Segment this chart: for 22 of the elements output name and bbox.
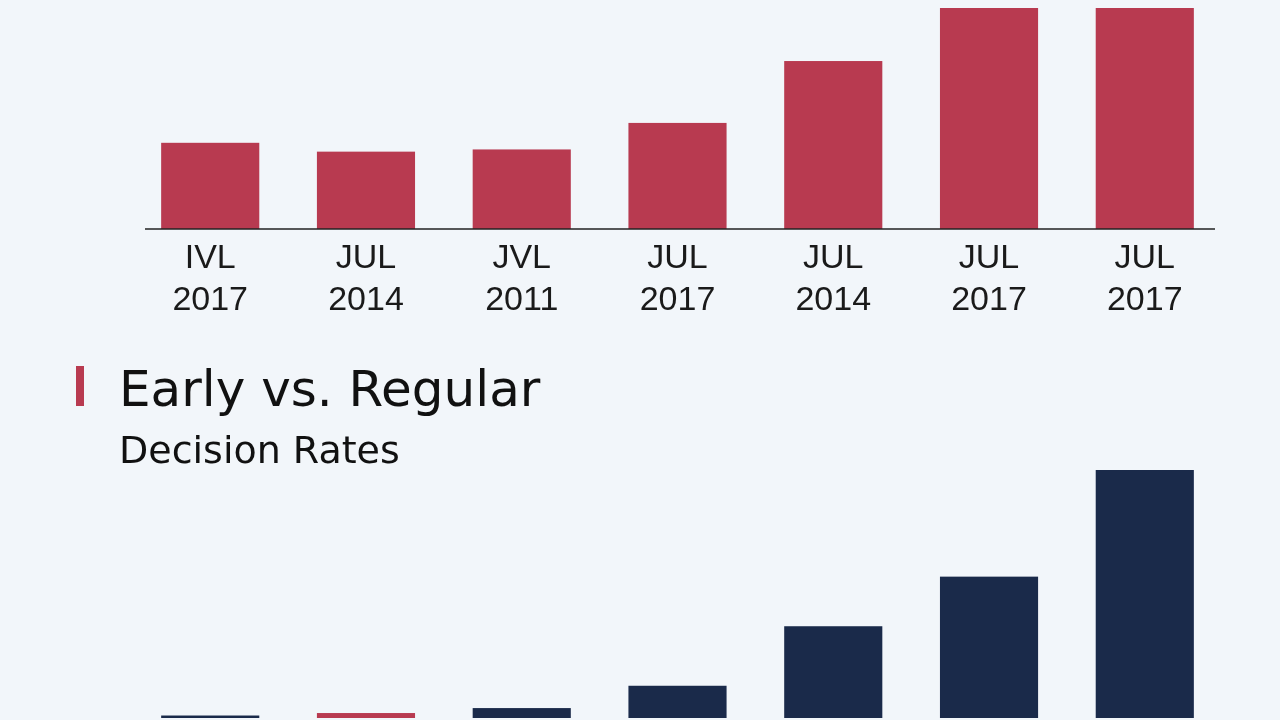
x-tick-label: JUL 2014	[795, 237, 872, 317]
bar	[472, 708, 571, 718]
x-tick-label: JVL 2011	[485, 237, 559, 317]
x-tick-label: JUL 2014	[328, 237, 404, 317]
x-tick-label: JUL 2017	[1106, 237, 1183, 317]
x-tick-label: IVL 2017	[172, 237, 249, 317]
bar	[939, 576, 1039, 718]
bar	[628, 122, 727, 229]
bar	[472, 149, 571, 229]
bar	[784, 61, 883, 229]
chart-title: Early vs. Regular	[119, 360, 541, 418]
bar	[1095, 8, 1194, 229]
x-tick-label: JUL 2017	[639, 237, 716, 317]
bar	[316, 713, 416, 718]
bar	[784, 626, 883, 718]
bar	[316, 151, 416, 229]
bar	[161, 142, 260, 229]
bar	[939, 8, 1039, 229]
bar	[1095, 470, 1194, 718]
chart-subtitle: Decision Rates	[119, 428, 400, 472]
bar	[628, 685, 727, 718]
x-tick-label: JUL 2017	[951, 237, 1027, 317]
